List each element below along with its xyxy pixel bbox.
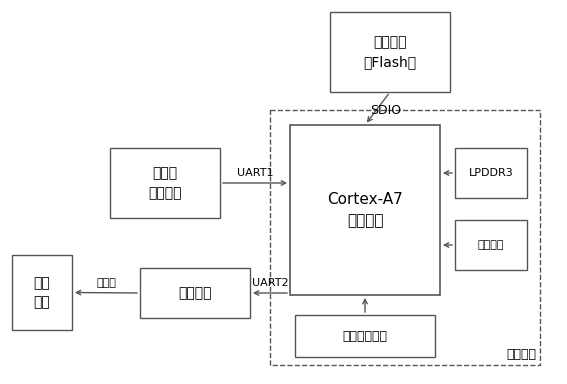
Bar <box>270 110 540 365</box>
Bar <box>110 148 220 218</box>
Text: 主控单元: 主控单元 <box>506 348 536 361</box>
Text: LPDDR3: LPDDR3 <box>468 168 513 178</box>
Bar <box>295 315 435 357</box>
Text: 存储单元
（Flash）: 存储单元 （Flash） <box>363 35 417 69</box>
Bar <box>290 125 440 295</box>
Text: 其他辅助器件: 其他辅助器件 <box>342 329 387 343</box>
Text: 射频
天线: 射频 天线 <box>33 276 50 309</box>
Text: 电源管理: 电源管理 <box>478 240 504 250</box>
Text: 射频线: 射频线 <box>96 278 116 288</box>
Text: 射频单元: 射频单元 <box>178 286 211 300</box>
Bar <box>455 220 527 270</box>
Bar <box>330 12 450 92</box>
Text: SDIO: SDIO <box>370 104 401 117</box>
Text: Cortex-A7
微处理器: Cortex-A7 微处理器 <box>327 192 403 228</box>
Text: 超声波
测距探头: 超声波 测距探头 <box>148 166 182 200</box>
Text: UART1: UART1 <box>237 168 273 178</box>
Text: UART2: UART2 <box>252 278 288 288</box>
Bar <box>12 255 72 330</box>
Bar <box>140 268 250 318</box>
Bar <box>455 148 527 198</box>
